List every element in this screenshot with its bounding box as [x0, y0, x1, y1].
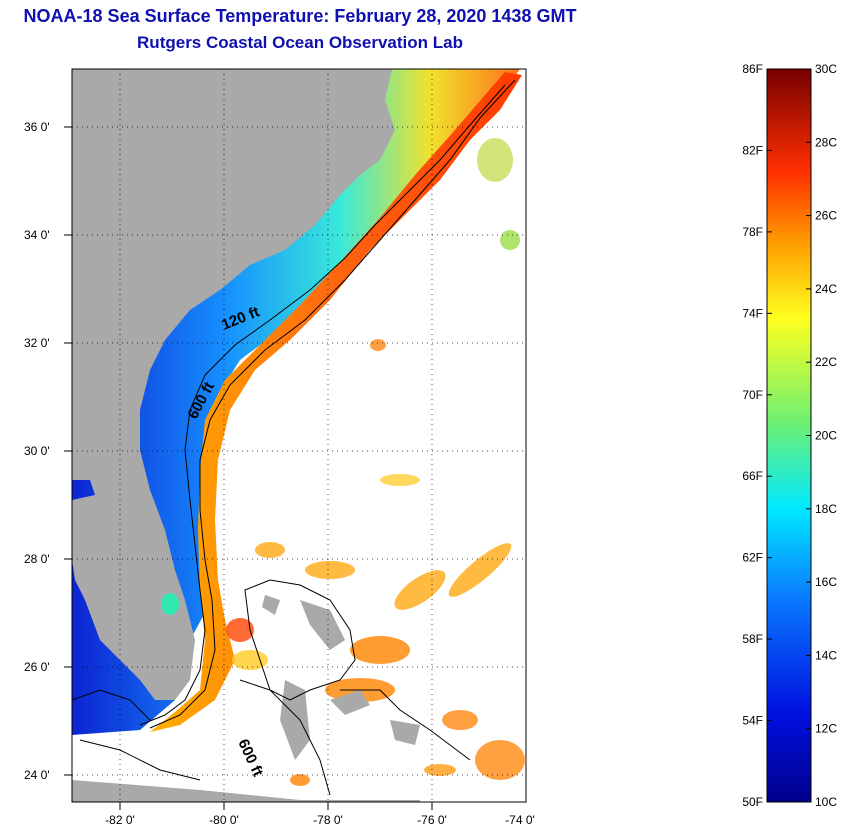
lat-label-24: 24 0'	[24, 768, 50, 782]
colorbar-c-label: 18C	[815, 502, 837, 516]
lon-label-80: -80 0'	[209, 813, 239, 827]
lon-label-74: -74 0'	[505, 813, 535, 827]
colorbar-f-label: 70F	[742, 388, 763, 402]
bathymetry-contours	[72, 79, 516, 796]
map-subtitle: Rutgers Coastal Ocean Observation Lab	[137, 33, 463, 52]
map-ticks	[64, 126, 433, 810]
colorbar-fahrenheit-labels: 86F 82F 78F 74F 70F 66F 62F 58F 54F 50F	[742, 62, 763, 809]
temperature-colorbar: 86F 82F 78F 74F 70F 66F 62F 58F 54F 50F 30C 28C 26C…	[742, 62, 837, 809]
gulf-stream	[150, 72, 522, 732]
colorbar-c-label: 24C	[815, 282, 837, 296]
lat-label-30: 30 0'	[24, 444, 50, 458]
colorbar-celsius-labels: 30C 28C 26C 24C 22C 20C 18C 16C 14C 12C 10C	[815, 62, 837, 809]
lon-label-76: -76 0'	[417, 813, 447, 827]
colorbar-f-label: 86F	[742, 62, 763, 76]
map-frame	[71, 68, 527, 803]
lat-label-28: 28 0'	[24, 552, 50, 566]
lat-label-26: 26 0'	[24, 660, 50, 674]
land-southeast-us	[72, 69, 395, 700]
map-gridlines	[72, 69, 526, 802]
lon-label-78: -78 0'	[313, 813, 343, 827]
colorbar-c-label: 20C	[815, 429, 837, 443]
colorbar-c-label: 12C	[815, 722, 837, 736]
colorbar-f-label: 62F	[742, 551, 763, 565]
warm-patches	[226, 138, 525, 786]
land-cuba	[72, 780, 420, 802]
map-title: NOAA-18 Sea Surface Temperature: Februar…	[23, 6, 577, 26]
colorbar-f-label: 58F	[742, 632, 763, 646]
lake-okeechobee	[161, 593, 179, 615]
colorbar-c-label: 30C	[815, 62, 837, 76]
colorbar-c-label: 14C	[815, 648, 837, 662]
colorbar-c-label: 26C	[815, 209, 837, 223]
colorbar-f-label: 78F	[742, 225, 763, 239]
colorbar-gradient	[766, 68, 812, 803]
map-imagery	[72, 69, 525, 802]
colorbar-f-label: 54F	[742, 714, 763, 728]
colorbar-f-label: 74F	[742, 306, 763, 320]
lat-label-36: 36 0'	[24, 120, 50, 134]
colorbar-f-label: 50F	[742, 795, 763, 809]
colorbar-c-label: 28C	[815, 135, 837, 149]
lon-label-82: -82 0'	[105, 813, 135, 827]
colorbar-ticks	[767, 68, 811, 803]
colorbar-c-label: 16C	[815, 575, 837, 589]
lat-label-34: 34 0'	[24, 228, 50, 242]
coastal-cold-water	[72, 69, 520, 735]
colorbar-f-label: 82F	[742, 143, 763, 157]
colorbar-c-label: 10C	[815, 795, 837, 809]
colorbar-f-label: 66F	[742, 469, 763, 483]
land-bahamas	[262, 595, 420, 760]
colorbar-c-label: 22C	[815, 355, 837, 369]
lat-label-32: 32 0'	[24, 336, 50, 350]
